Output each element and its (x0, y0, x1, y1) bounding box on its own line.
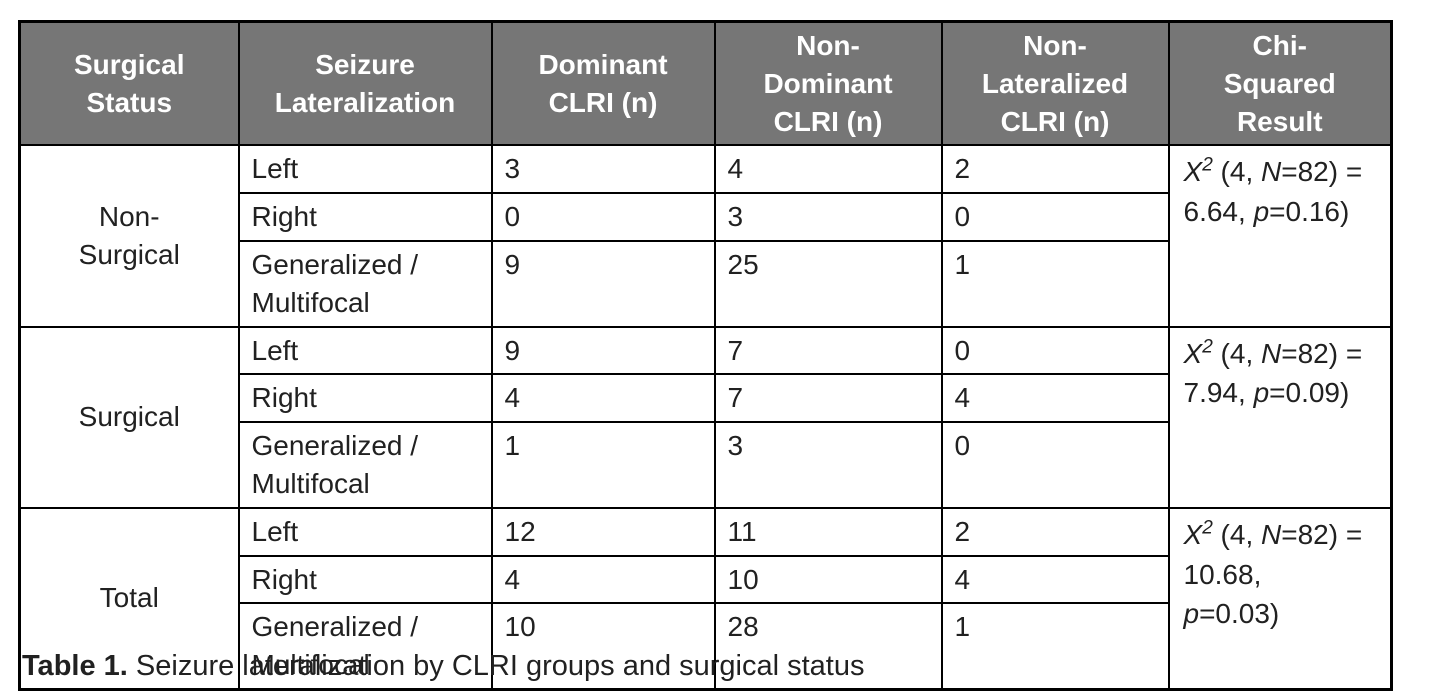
lateralization-cell: Left (237, 506, 493, 557)
dominant-count-cell: 1 (490, 421, 716, 509)
non-lateralized-count-cell: 1 (940, 602, 1170, 691)
chi-result-cell-surgical: X2 (4, N=82) = 7.94, p=0.09) (1167, 325, 1393, 509)
dominant-count-cell: 0 (490, 192, 716, 242)
status-cell-surgical: Surgical (18, 325, 240, 509)
table-row: Right 4 10 4 (20, 554, 1392, 605)
lateralization-cell: Left (237, 144, 493, 195)
table-caption: Table 1. Seizure lateralization by CLRI … (22, 650, 865, 683)
table-caption-text: Seizure lateralization by CLRI groups an… (127, 650, 865, 682)
lateralization-cell: Generalized / Multifocal (237, 421, 493, 509)
table-row: Surgical Left 9 7 0 X2 (4, N=82) = 7.94,… (18, 325, 1393, 509)
seizure-lateralization-table: Surgical Status Seizure Lateralization D… (18, 20, 1393, 691)
col-header-surgical-status: Surgical Status (18, 20, 240, 147)
dominant-count-cell: 3 (490, 144, 716, 195)
dominant-count-cell: 4 (490, 554, 716, 605)
non-dominant-count-cell: 4 (713, 144, 943, 195)
lateralization-cell: Right (237, 554, 493, 605)
lateralization-cell: Left (237, 325, 493, 376)
non-dominant-count-cell: 11 (713, 506, 943, 557)
table-caption-label: Table 1. (22, 650, 128, 682)
table-row: Non- Surgical Left 3 4 2 X2 (4, N=82) = … (18, 144, 1393, 328)
col-header-non-dominant-clri: Non- Dominant CLRI (n) (713, 20, 943, 147)
col-header-seizure-lateralization: Seizure Lateralization (237, 20, 493, 147)
dominant-count-cell: 12 (490, 506, 716, 557)
non-lateralized-count-cell: 0 (940, 325, 1170, 376)
non-dominant-count-cell: 25 (713, 239, 943, 328)
chi-result-cell-total: X2 (4, N=82) = 10.68, p=0.03) (1167, 506, 1393, 691)
table-row: Generalized / Multifocal 9 25 1 (20, 239, 1392, 328)
col-header-dominant-clri: Dominant CLRI (n) (490, 20, 716, 147)
status-cell-total: Total (18, 506, 240, 691)
non-lateralized-count-cell: 0 (940, 421, 1170, 509)
dominant-count-cell: 9 (490, 325, 716, 376)
col-header-non-lateralized-clri: Non- Lateralized CLRI (n) (940, 20, 1170, 147)
non-dominant-count-cell: 28 (713, 602, 943, 691)
status-cell-non-surgical: Non- Surgical (18, 144, 240, 328)
lateralization-cell: Right (237, 373, 493, 424)
dominant-count-cell: 10 (490, 602, 716, 691)
non-lateralized-count-cell: 2 (940, 506, 1170, 557)
non-lateralized-count-cell: 1 (940, 239, 1170, 328)
table-row: Right 0 3 0 (20, 192, 1392, 242)
lateralization-cell: Right (237, 192, 493, 242)
non-dominant-count-cell: 7 (713, 325, 943, 376)
non-dominant-count-cell: 7 (713, 373, 943, 424)
non-lateralized-count-cell: 2 (940, 144, 1170, 195)
non-lateralized-count-cell: 4 (940, 373, 1170, 424)
table-header-row: Surgical Status Seizure Lateralization D… (18, 20, 1393, 147)
table-row: Total Left 12 11 2 X2 (4, N=82) = 10.68,… (18, 506, 1393, 691)
non-dominant-count-cell: 3 (713, 421, 943, 509)
non-lateralized-count-cell: 4 (940, 554, 1170, 605)
lateralization-cell: Generalized / Multifocal (237, 239, 493, 328)
non-dominant-count-cell: 3 (713, 192, 943, 242)
chi-result-cell-non-surgical: X2 (4, N=82) = 6.64, p=0.16) (1167, 144, 1393, 328)
col-header-chi-squared-result: Chi- Squared Result (1167, 20, 1393, 147)
table-row: Generalized / Multifocal 1 3 0 (20, 421, 1392, 509)
table-row: Right 4 7 4 (20, 373, 1392, 424)
dominant-count-cell: 4 (490, 373, 716, 424)
non-dominant-count-cell: 10 (713, 554, 943, 605)
lateralization-cell: Generalized / Multifocal (237, 602, 493, 691)
non-lateralized-count-cell: 0 (940, 192, 1170, 242)
table-row: Generalized / Multifocal 10 28 1 (20, 602, 1392, 691)
dominant-count-cell: 9 (490, 239, 716, 328)
